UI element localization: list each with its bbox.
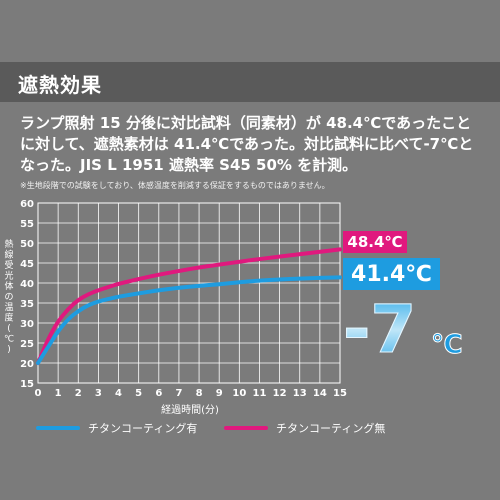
- x-tick-label: 15: [333, 388, 347, 399]
- x-tick-label: 13: [293, 388, 307, 399]
- legend-label-coated: チタンコーティング有: [88, 422, 198, 435]
- plot-frame: [37, 202, 341, 384]
- callout-high-temp: 48.4℃: [343, 231, 407, 253]
- x-tick-label: 9: [216, 388, 223, 399]
- description-line-1: ランプ照射 15 分後に対比試料（同素材）が 48.4℃であったこと: [20, 114, 472, 132]
- description: ランプ照射 15 分後に対比試料（同素材）が 48.4℃であったこと に対して、…: [20, 113, 490, 176]
- y-tick-label: 40: [20, 279, 34, 290]
- y-tick-label: 25: [20, 339, 34, 350]
- y-tick-label: 60: [20, 199, 34, 210]
- y-tick-label: 45: [20, 259, 34, 270]
- y-tick-label: 35: [20, 299, 34, 310]
- x-tick-label: 8: [196, 388, 203, 399]
- x-axis-label: 経過時間(分): [161, 403, 219, 416]
- x-tick-label: 10: [232, 388, 246, 399]
- difference-unit: ℃: [430, 330, 463, 361]
- series-line-1: [36, 247, 342, 365]
- x-tick-label: 4: [115, 388, 122, 399]
- x-tick-label: 6: [155, 388, 162, 399]
- callout-low-temp: 41.4℃: [343, 258, 440, 290]
- description-line-3: なった。JIS L 1951 遮熱率 S45 50% を計測。: [20, 156, 358, 174]
- title-bar: [0, 62, 500, 102]
- y-tick-label: 55: [20, 219, 34, 230]
- x-tick-label: 12: [273, 388, 287, 399]
- legend-swatch-coated: [36, 426, 80, 430]
- x-tick-label: 3: [95, 388, 102, 399]
- legend-item-uncoated: チタンコーティング無: [224, 420, 385, 436]
- y-tick-label: 50: [20, 239, 34, 250]
- disclaimer-note: ※生地段階での試験をしており、体感温度を削減する保証をするものではありません。: [20, 181, 330, 190]
- x-tick-label: 14: [313, 388, 327, 399]
- series-line-0: [36, 275, 342, 365]
- x-tick-label: 5: [135, 388, 142, 399]
- legend-item-coated: チタンコーティング有: [36, 420, 197, 436]
- page-title: 遮熱効果: [18, 73, 102, 97]
- legend-label-uncoated: チタンコーティング無: [276, 422, 386, 435]
- difference-value: -7: [342, 291, 417, 369]
- x-tick-label: 2: [75, 388, 82, 399]
- y-tick-label: 15: [20, 379, 34, 390]
- x-tick-label: 11: [253, 388, 267, 399]
- y-axis-label-text: 熱線受光体の温度(℃): [4, 238, 14, 355]
- legend-swatch-uncoated: [224, 426, 268, 430]
- description-line-2: に対して、遮熱素材は 41.4℃であった。対比試料に比べて-7℃と: [20, 135, 474, 153]
- chart-series: [36, 247, 342, 365]
- y-tick-label: 30: [20, 319, 34, 330]
- y-axis-label: 熱線受光体の温度(℃): [4, 238, 14, 355]
- y-tick-label: 20: [20, 359, 34, 370]
- chart-ticks: 0 1 2 3 4 5 6 7 8 9 10 11 12 13 14 15152025303540455055…: [20, 199, 347, 399]
- x-tick-label: 7: [175, 388, 182, 399]
- x-tick-label: 1: [55, 388, 62, 399]
- chart-legend: チタンコーティング有 チタンコーティング無: [36, 420, 476, 438]
- chart-grid: [37, 202, 341, 384]
- x-tick-label: 0: [35, 388, 42, 399]
- callout-difference: -7 ℃: [342, 290, 473, 370]
